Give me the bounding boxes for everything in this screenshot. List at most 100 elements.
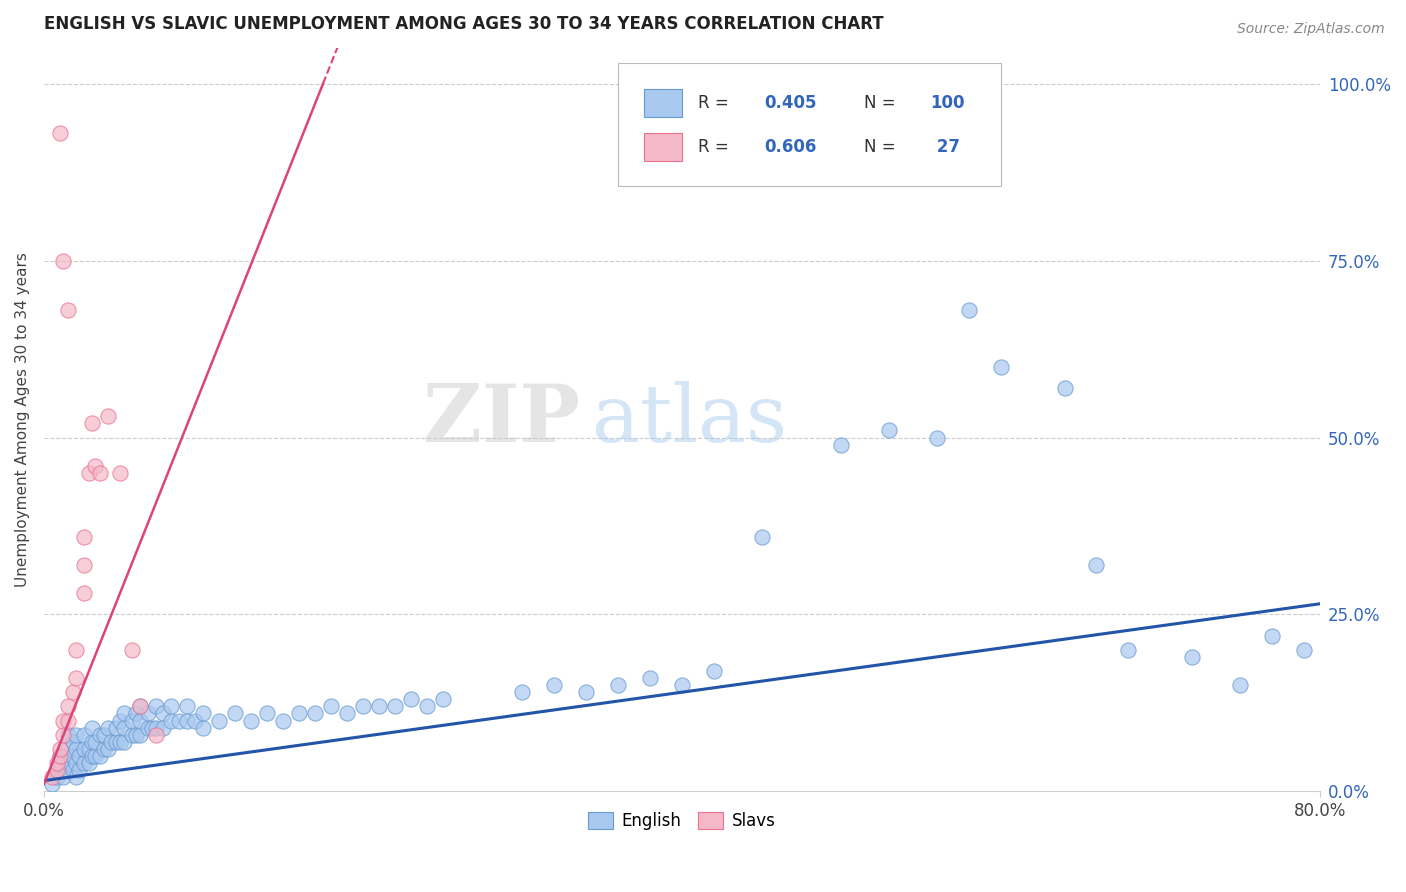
Point (65, 770, 87, 784)
Point (65, 741, 87, 756)
Text: ENGLISH VS SLAVIC UNEMPLOYMENT AMONG AGES 30 TO 34 YEARS CORRELATION CHART: ENGLISH VS SLAVIC UNEMPLOYMENT AMONG AGE… (44, 15, 883, 33)
Point (45, 763, 67, 777)
Point (336, 706, 359, 721)
Point (52, 253, 75, 268)
Point (49, 756, 72, 770)
Point (52, 714, 75, 728)
Y-axis label: Unemployment Among Ages 30 to 34 years: Unemployment Among Ages 30 to 34 years (15, 252, 30, 587)
Point (121, 714, 143, 728)
Point (319, 699, 342, 714)
Point (77, 756, 100, 770)
Point (52, 770, 75, 784)
Point (1116, 642, 1139, 657)
Point (80, 748, 103, 763)
Point (128, 699, 150, 714)
Point (77, 466, 100, 480)
Point (65, 756, 87, 770)
Point (62, 685, 84, 699)
Point (384, 699, 406, 714)
Point (97, 721, 120, 735)
Point (104, 735, 127, 749)
Point (1085, 558, 1108, 572)
Point (49, 741, 72, 756)
Point (56, 728, 79, 742)
Point (304, 706, 326, 721)
Point (52, 728, 75, 742)
Point (145, 699, 167, 714)
Point (56, 303, 79, 318)
Legend: English, Slavs: English, Slavs (582, 805, 782, 837)
Point (62, 735, 84, 749)
Point (121, 728, 143, 742)
Point (1229, 678, 1251, 692)
Point (110, 735, 132, 749)
Point (224, 706, 246, 721)
Point (80, 735, 103, 749)
Point (80, 721, 103, 735)
Point (84, 748, 107, 763)
Point (703, 664, 725, 678)
FancyBboxPatch shape (619, 63, 1001, 186)
Text: Source: ZipAtlas.com: Source: ZipAtlas.com (1237, 22, 1385, 37)
Point (990, 359, 1012, 374)
Point (399, 692, 422, 706)
Point (193, 706, 215, 721)
Point (65, 642, 87, 657)
Point (638, 671, 661, 685)
Point (415, 699, 437, 714)
Point (112, 735, 135, 749)
Point (73, 756, 96, 770)
Text: ZIP: ZIP (423, 381, 579, 458)
Text: 0.606: 0.606 (765, 138, 817, 156)
Text: 0.405: 0.405 (765, 94, 817, 112)
Point (67, 763, 90, 777)
Point (65, 728, 87, 742)
Point (671, 678, 693, 692)
Point (169, 714, 191, 728)
Point (56, 756, 79, 770)
Point (49, 763, 72, 777)
Point (45, 756, 67, 770)
Point (73, 728, 96, 742)
Point (128, 699, 150, 714)
Point (1292, 642, 1315, 657)
Point (41, 770, 63, 784)
FancyBboxPatch shape (644, 88, 682, 117)
Point (367, 699, 389, 714)
Point (184, 714, 207, 728)
Point (56, 741, 79, 756)
Point (89, 748, 111, 763)
Point (145, 721, 167, 735)
Point (49, 126, 72, 140)
Text: 27: 27 (931, 138, 959, 156)
Point (73, 530, 96, 544)
Point (830, 437, 852, 451)
Point (56, 714, 79, 728)
Text: atlas: atlas (592, 381, 787, 458)
Point (45, 770, 67, 784)
Point (160, 714, 183, 728)
Point (128, 714, 150, 728)
Point (352, 699, 374, 714)
Point (128, 728, 150, 742)
Point (84, 735, 107, 749)
Point (56, 699, 79, 714)
Text: N =: N = (865, 94, 901, 112)
Point (73, 586, 96, 600)
Point (1261, 629, 1284, 643)
Point (141, 721, 163, 735)
Point (193, 721, 215, 735)
Point (176, 699, 198, 714)
Point (575, 685, 598, 699)
Point (121, 642, 143, 657)
Point (125, 706, 148, 721)
Point (136, 706, 159, 721)
Point (110, 714, 132, 728)
Point (112, 706, 135, 721)
Point (41, 777, 63, 791)
Point (97, 409, 120, 424)
Point (65, 671, 87, 685)
Point (925, 431, 948, 445)
Point (510, 685, 533, 699)
Text: R =: R = (699, 94, 734, 112)
